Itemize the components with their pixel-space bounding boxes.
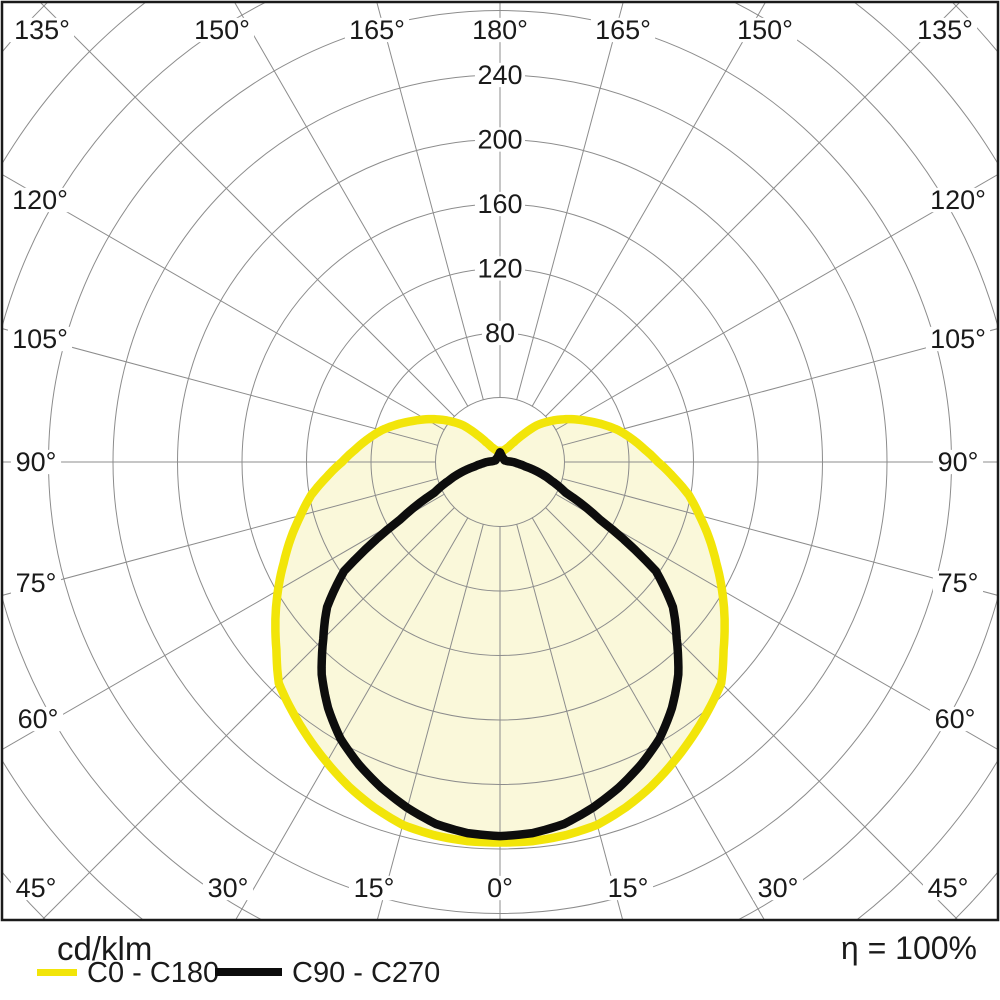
plot-border	[0, 0, 1000, 922]
angle-label: 150°	[194, 15, 250, 45]
angle-label: 150°	[737, 15, 793, 45]
grid-ray	[2, 493, 445, 751]
angle-label-bg	[9, 17, 75, 43]
radial-tick-label: 120	[477, 254, 522, 284]
angle-label: 30°	[758, 873, 799, 903]
legend-swatch-c0-c180	[37, 969, 77, 976]
radial-tick-label: 80	[485, 318, 515, 348]
angle-label: 15°	[608, 873, 649, 903]
grid-ray	[234, 517, 469, 920]
grid-ray	[562, 478, 998, 596]
radial-tick-label-bg	[474, 191, 526, 217]
grid-ray	[531, 2, 767, 407]
grid-ray	[2, 328, 438, 446]
angle-label: 120°	[12, 185, 68, 215]
angle-label: 90°	[938, 447, 979, 477]
efficiency-label: η = 100%	[840, 930, 977, 966]
grid-ray	[516, 2, 624, 400]
grid-ray	[41, 507, 455, 920]
legend-label-c0-c180: C0 - C180	[87, 957, 220, 989]
angle-label-bg	[344, 17, 410, 43]
angle-label-bg	[925, 326, 991, 352]
angle-label: 90°	[16, 447, 57, 477]
angle-label-bg	[10, 875, 62, 901]
angle-label: 135°	[14, 15, 70, 45]
angle-label-bg	[202, 875, 254, 901]
radial-tick-label: 160	[477, 189, 522, 219]
legend-swatch-c90-c270	[215, 968, 282, 976]
angle-label: 165°	[349, 15, 405, 45]
angle-label-bg	[590, 17, 656, 43]
angle-label: 105°	[930, 324, 986, 354]
angle-label: 105°	[12, 324, 68, 354]
angle-label: 180°	[472, 15, 528, 45]
angle-label: 135°	[917, 15, 973, 45]
legend-label-c90-c270: C90 - C270	[292, 957, 441, 989]
angle-label-bg	[7, 326, 73, 352]
grid-ray	[562, 328, 998, 446]
curve-c90-c270	[317, 448, 683, 841]
angle-label-bg	[929, 706, 981, 732]
angle-label: 45°	[16, 873, 57, 903]
angle-label: 60°	[935, 704, 976, 734]
angle-label-bg	[467, 17, 533, 43]
angle-label-bg	[10, 449, 62, 475]
grid-ray	[545, 507, 959, 920]
unit-label: cd/klm	[57, 930, 153, 967]
angle-label-bg	[10, 570, 62, 596]
grid-ray	[545, 2, 961, 417]
grid-ray	[516, 524, 624, 920]
grid-ray	[233, 2, 469, 407]
grid-ray	[39, 2, 455, 417]
radial-tick-label: 200	[477, 125, 522, 155]
grid-ray	[2, 173, 445, 431]
grid-ray	[376, 2, 484, 400]
angle-label: 30°	[208, 873, 249, 903]
angle-label-bg	[732, 17, 798, 43]
grid-ray	[2, 478, 438, 596]
angle-label: 165°	[595, 15, 651, 45]
grid-ray	[555, 173, 998, 431]
angle-label-bg	[481, 875, 519, 901]
angle-label-bg	[912, 17, 978, 43]
radial-tick-label: 240	[477, 60, 522, 90]
angle-label: 75°	[16, 568, 57, 598]
angle-label-bg	[12, 706, 64, 732]
angle-label-bg	[602, 875, 654, 901]
angle-label-bg	[932, 570, 984, 596]
grid-ray	[555, 493, 998, 751]
angle-label-bg	[925, 187, 991, 213]
angle-label: 15°	[354, 873, 395, 903]
radial-tick-label-bg	[474, 256, 526, 281]
radial-tick-label-bg	[474, 62, 526, 88]
grid-ray	[376, 524, 484, 920]
angle-label: 0°	[487, 873, 513, 903]
angle-label: 120°	[930, 185, 986, 215]
angle-label-bg	[752, 875, 804, 901]
angle-label-bg	[7, 187, 73, 213]
radial-tick-label-bg	[474, 127, 526, 152]
grid-ray	[531, 517, 766, 920]
angle-label-bg	[932, 449, 984, 475]
angle-label: 45°	[928, 873, 969, 903]
radial-tick-label-bg	[481, 320, 519, 346]
angle-label-bg	[189, 17, 255, 43]
angle-label: 75°	[938, 568, 979, 598]
angle-label-bg	[922, 875, 974, 901]
angle-label: 60°	[18, 704, 59, 734]
angle-label-bg	[348, 875, 400, 901]
